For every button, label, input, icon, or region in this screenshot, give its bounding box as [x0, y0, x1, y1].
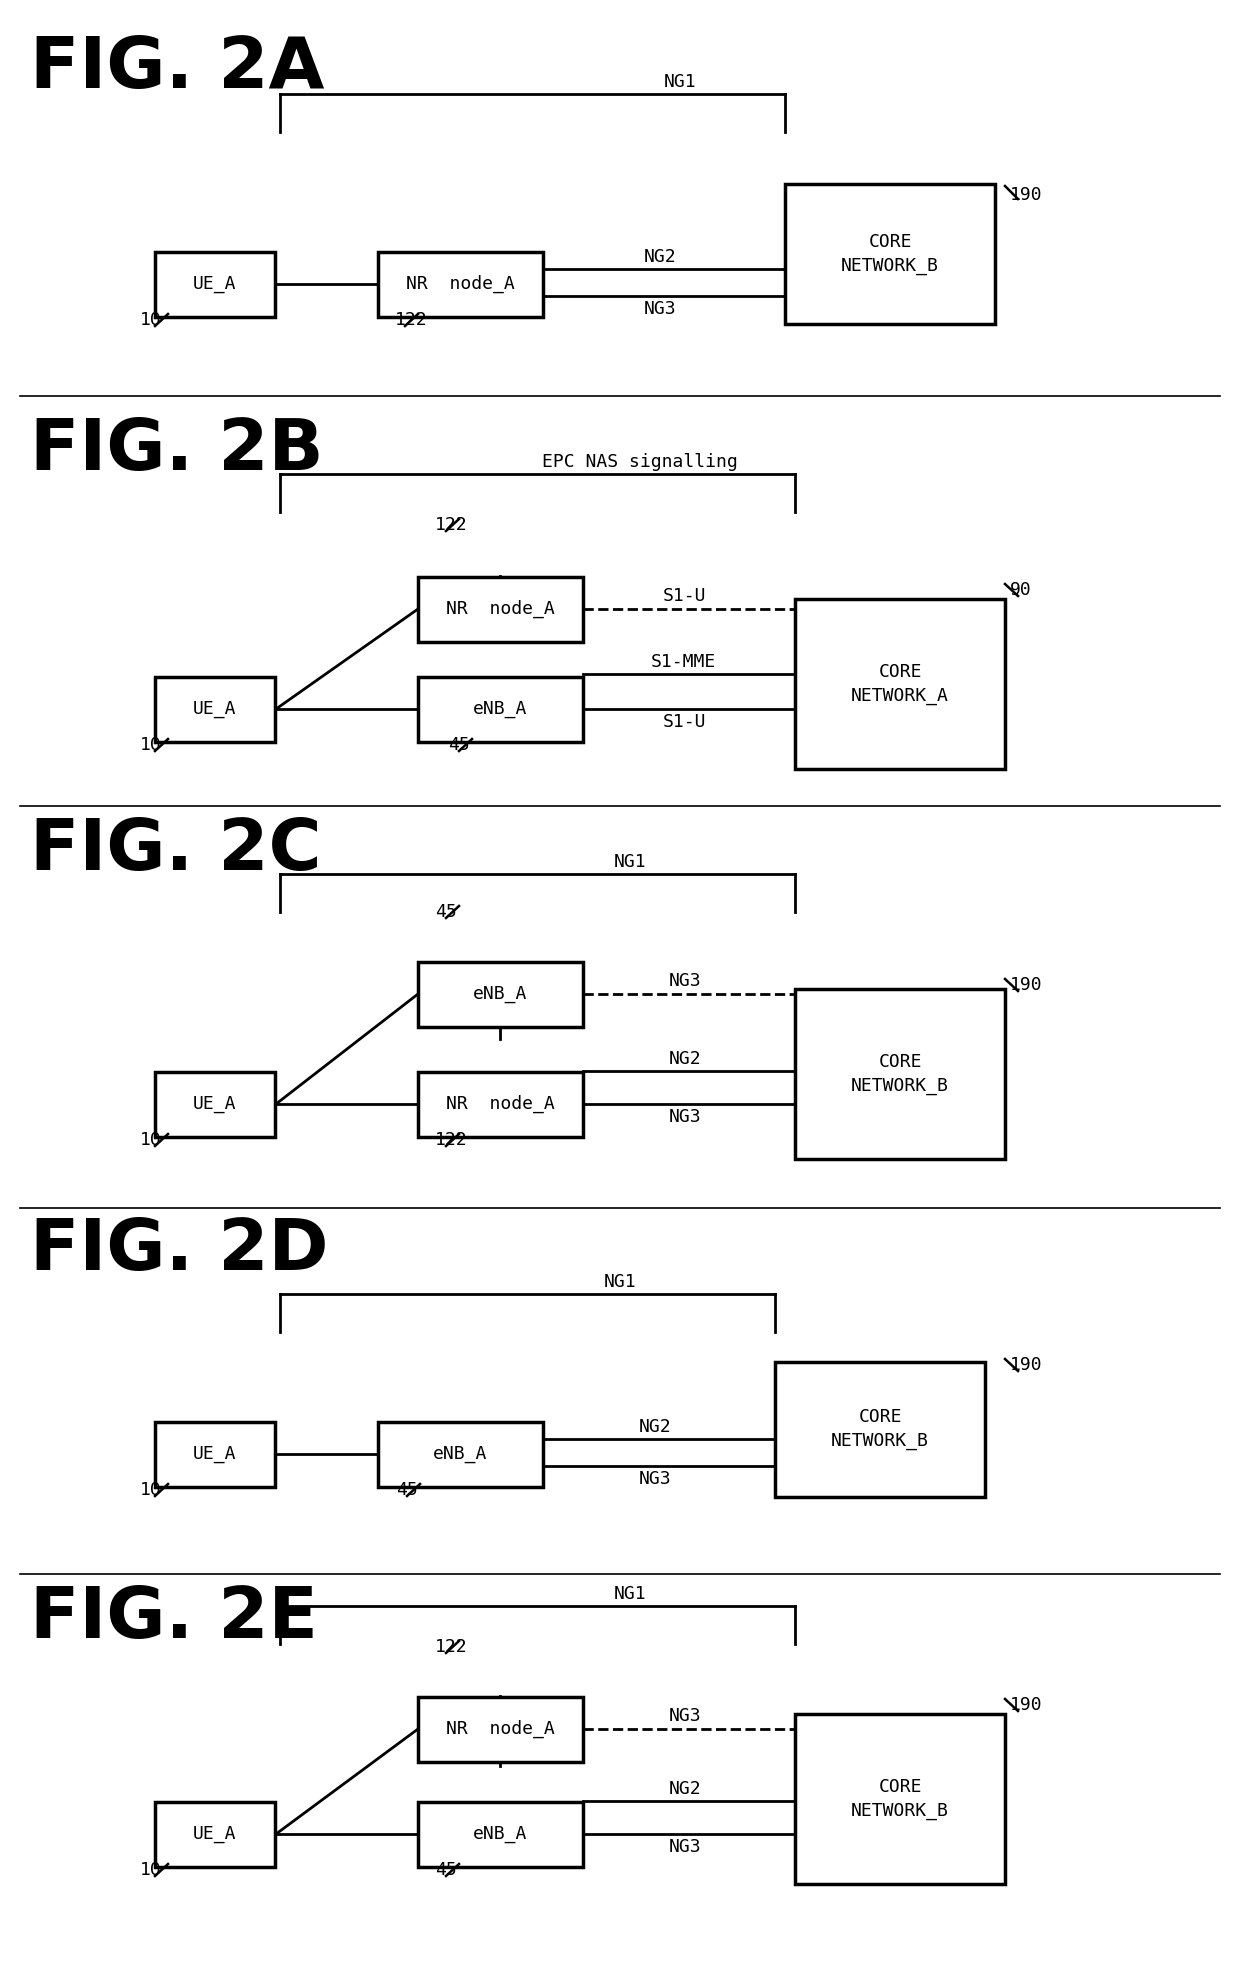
- Text: UE_A: UE_A: [193, 1446, 237, 1463]
- Text: 10: 10: [140, 310, 161, 330]
- Text: S1-U: S1-U: [663, 713, 707, 731]
- Bar: [418, 1072, 583, 1137]
- Text: 122: 122: [435, 1131, 467, 1149]
- Bar: [795, 990, 1004, 1159]
- Text: NG2: NG2: [668, 1779, 702, 1797]
- Text: FIG. 2D: FIG. 2D: [30, 1216, 329, 1284]
- Text: eNB_A: eNB_A: [472, 986, 527, 1004]
- Text: CORE
NETWORK_B: CORE NETWORK_B: [841, 234, 939, 275]
- Text: NG3: NG3: [639, 1469, 671, 1489]
- Text: 190: 190: [1011, 1355, 1043, 1375]
- Text: NG2: NG2: [668, 1051, 702, 1068]
- Text: 122: 122: [435, 1638, 467, 1656]
- Text: NG3: NG3: [668, 1707, 702, 1724]
- Text: CORE
NETWORK_B: CORE NETWORK_B: [831, 1408, 929, 1449]
- Text: NG3: NG3: [644, 300, 676, 318]
- Text: 122: 122: [435, 517, 467, 534]
- Text: S1-MME: S1-MME: [650, 652, 715, 672]
- Text: 10: 10: [140, 736, 161, 754]
- Text: NR  node_A: NR node_A: [405, 275, 515, 293]
- Text: NG1: NG1: [614, 1585, 646, 1603]
- Text: NR  node_A: NR node_A: [445, 1720, 554, 1738]
- Bar: [418, 676, 583, 742]
- Text: 10: 10: [140, 1131, 161, 1149]
- Text: NG1: NG1: [604, 1273, 636, 1290]
- Text: FIG. 2E: FIG. 2E: [30, 1585, 317, 1654]
- Text: NG3: NG3: [668, 972, 702, 990]
- Text: S1-U: S1-U: [663, 587, 707, 605]
- Text: 190: 190: [1011, 187, 1043, 204]
- Text: UE_A: UE_A: [193, 1096, 237, 1114]
- Text: EPC NAS signalling: EPC NAS signalling: [542, 454, 738, 471]
- Text: 90: 90: [1011, 581, 1032, 599]
- Text: UE_A: UE_A: [193, 1825, 237, 1842]
- Text: 45: 45: [448, 736, 470, 754]
- Text: CORE
NETWORK_B: CORE NETWORK_B: [851, 1777, 949, 1821]
- Text: CORE
NETWORK_A: CORE NETWORK_A: [851, 664, 949, 705]
- Text: 10: 10: [140, 1481, 161, 1499]
- Bar: [377, 1422, 543, 1487]
- Bar: [418, 577, 583, 642]
- Bar: [377, 251, 543, 316]
- Bar: [418, 1801, 583, 1866]
- Text: 10: 10: [140, 1862, 161, 1880]
- Text: UE_A: UE_A: [193, 275, 237, 293]
- Text: eNB_A: eNB_A: [472, 699, 527, 719]
- Text: NG1: NG1: [663, 73, 697, 90]
- Text: NG1: NG1: [614, 852, 646, 870]
- Text: 45: 45: [435, 903, 456, 921]
- Bar: [155, 1072, 275, 1137]
- Bar: [775, 1361, 985, 1497]
- Bar: [785, 185, 994, 324]
- Text: NR  node_A: NR node_A: [445, 599, 554, 619]
- Text: 190: 190: [1011, 1697, 1043, 1715]
- Text: 45: 45: [396, 1481, 418, 1499]
- Bar: [418, 962, 583, 1027]
- Text: NG3: NG3: [668, 1838, 702, 1856]
- Text: 45: 45: [435, 1862, 456, 1880]
- Text: eNB_A: eNB_A: [472, 1825, 527, 1842]
- Bar: [155, 676, 275, 742]
- Bar: [155, 1801, 275, 1866]
- Bar: [155, 1422, 275, 1487]
- Text: FIG. 2C: FIG. 2C: [30, 815, 321, 886]
- Bar: [418, 1697, 583, 1762]
- Text: NG2: NG2: [644, 247, 676, 265]
- Text: FIG. 2A: FIG. 2A: [30, 33, 325, 102]
- Text: 190: 190: [1011, 976, 1043, 994]
- Bar: [155, 251, 275, 316]
- Text: 122: 122: [396, 310, 428, 330]
- Text: UE_A: UE_A: [193, 699, 237, 719]
- Text: NR  node_A: NR node_A: [445, 1094, 554, 1114]
- Text: NG2: NG2: [639, 1418, 671, 1436]
- Text: eNB_A: eNB_A: [433, 1446, 487, 1463]
- Text: FIG. 2B: FIG. 2B: [30, 416, 324, 485]
- Text: CORE
NETWORK_B: CORE NETWORK_B: [851, 1053, 949, 1096]
- Bar: [795, 1715, 1004, 1883]
- Text: NG3: NG3: [668, 1108, 702, 1125]
- Bar: [795, 599, 1004, 770]
